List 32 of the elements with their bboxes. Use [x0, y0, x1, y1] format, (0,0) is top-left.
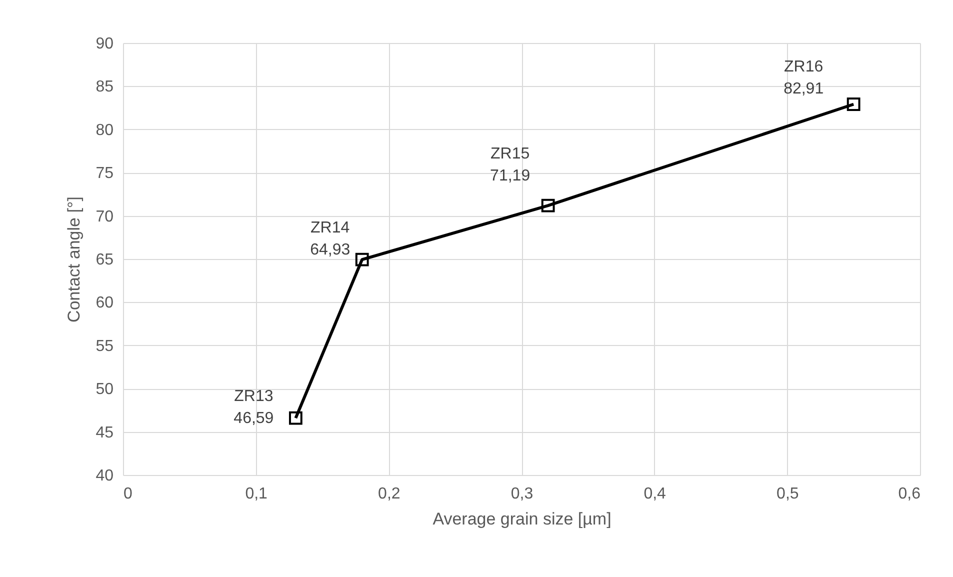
- annotation: ZR13: [234, 388, 274, 406]
- y-axis-title: Contact angle [°]: [64, 196, 84, 322]
- point: [541, 198, 555, 212]
- y-tick-label: 45: [96, 424, 114, 442]
- y-tick-label: 80: [96, 122, 114, 139]
- y-tick-label: 70: [96, 208, 114, 226]
- x-tick-label: 0,1: [245, 486, 268, 502]
- y-tick-label: 90: [96, 36, 114, 52]
- data-label: 46,59: [234, 410, 274, 428]
- point: [846, 98, 860, 111]
- annotation: ZR16: [784, 58, 824, 76]
- y-tick-label: 65: [96, 252, 114, 268]
- point: [355, 252, 369, 266]
- point: [288, 411, 302, 425]
- x-tick-label: 0,6: [898, 486, 921, 502]
- y-tick-label: 75: [96, 165, 114, 182]
- annotation: ZR15: [490, 146, 530, 163]
- data-label: 71,19: [490, 168, 530, 185]
- x-tick-label: 0,5: [776, 486, 799, 502]
- data-label: 64,93: [310, 242, 350, 259]
- data-label: 82,91: [784, 80, 824, 98]
- y-tick-label: 50: [96, 381, 114, 398]
- y-tick-label: 40: [96, 468, 114, 484]
- x-axis-title: Average grain size [µm]: [432, 510, 612, 528]
- x-tick-label: 0,4: [644, 486, 666, 502]
- y-tick-label: 55: [96, 338, 114, 355]
- x-tick-label: 0,3: [510, 486, 534, 502]
- x-tick-label: 0,2: [378, 486, 400, 502]
- x-tick-label: 0: [124, 486, 132, 502]
- y-tick-label: 60: [96, 294, 114, 312]
- y-tick-label: 85: [96, 78, 114, 96]
- annotation: ZR14: [310, 220, 350, 237]
